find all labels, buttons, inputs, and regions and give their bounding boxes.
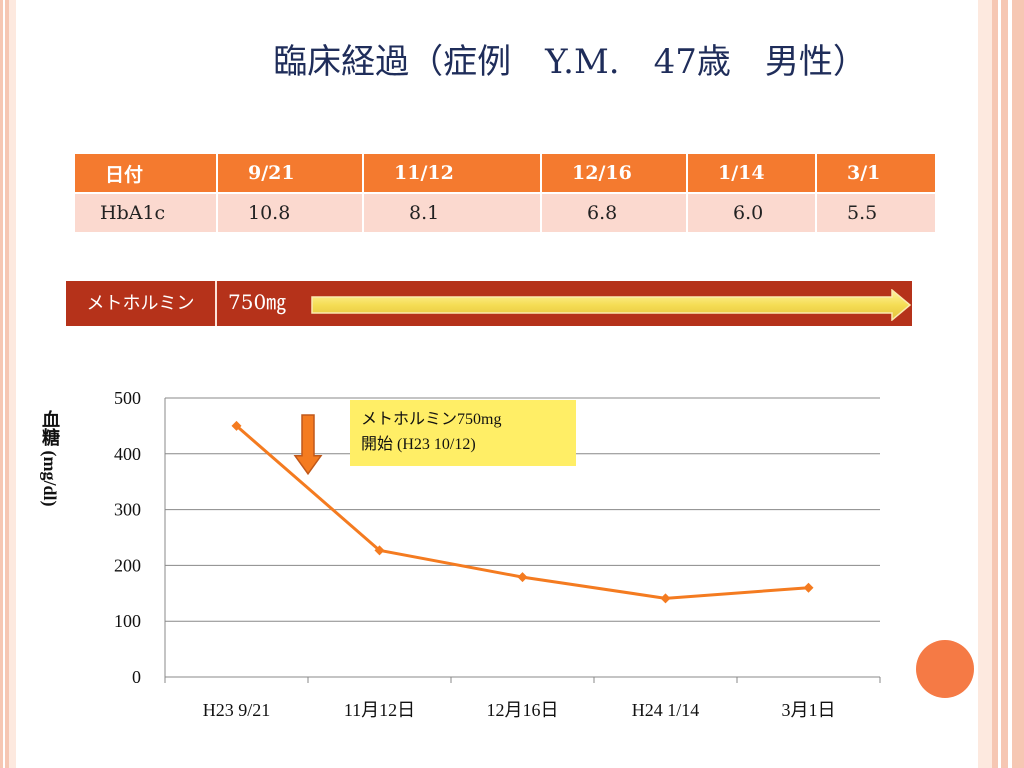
y-axis-label: 血糖 (mg/dl) [39, 409, 60, 507]
medication-dose: 750㎎ [228, 290, 287, 314]
y-tick-label: 0 [132, 667, 141, 687]
table-cell: 5.5 [815, 192, 937, 234]
start-down-arrow-icon [293, 414, 323, 476]
start-callout: メトホルミン750mg 開始 (H23 10/12) [350, 400, 576, 466]
x-tick-label: 11月12日 [344, 700, 415, 720]
data-point [231, 420, 242, 431]
table-header-cell: 日付 [73, 152, 218, 194]
x-tick-label: H24 1/14 [632, 700, 700, 720]
x-tick-label: 3月1日 [782, 700, 836, 720]
x-tick-label: 12月16日 [487, 700, 559, 720]
callout-line-2: 開始 (H23 10/12) [361, 435, 476, 453]
y-tick-label: 400 [114, 444, 141, 464]
table-header-cell: 3/1 [815, 152, 937, 194]
data-point [517, 572, 528, 583]
table-row: HbA1c 10.8 8.1 6.8 6.0 5.5 [73, 192, 937, 234]
table-cell: 6.0 [686, 192, 817, 234]
x-tick-labels: H23 9/21 11月12日 12月16日 H24 1/14 3月1日 [164, 677, 881, 720]
left-border-decoration [0, 0, 16, 768]
callout-line-1: メトホルミン750mg [361, 411, 501, 428]
y-tick-label: 100 [114, 611, 141, 631]
table-header-cell: 9/21 [216, 152, 364, 194]
hba1c-table: 日付 9/21 11/12 12/16 1/14 3/1 HbA1c 10.8 … [73, 152, 937, 234]
table-header-cell: 12/16 [540, 152, 688, 194]
y-axis-title: 血糖 (mg/dl) [39, 409, 60, 507]
data-point [803, 582, 814, 593]
decorative-circle [916, 640, 974, 698]
table-header-cell: 11/12 [362, 152, 542, 194]
duration-arrow-icon [311, 289, 912, 321]
data-point [374, 545, 385, 556]
right-border-decoration [978, 0, 1024, 768]
y-tick-label: 300 [114, 500, 141, 520]
y-tick-labels: 0 100 200 300 400 500 [114, 388, 141, 687]
table-header-cell: 1/14 [686, 152, 817, 194]
x-tick-label: H23 9/21 [203, 700, 271, 720]
table-header-row: 日付 9/21 11/12 12/16 1/14 3/1 [73, 152, 937, 194]
medication-name: メトホルミン [66, 281, 217, 326]
slide-title: 臨床経過（症例 Y.M. 47歳 男性） [273, 42, 867, 82]
table-cell: 6.8 [540, 192, 688, 234]
y-tick-label: 200 [114, 555, 141, 575]
chart-gridlines [165, 397, 880, 622]
medication-bar: メトホルミン 750㎎ [66, 281, 912, 326]
blood-glucose-chart: 0 100 200 300 400 500 H23 9/21 11月12日 12月16日 H24… [114, 388, 881, 720]
table-cell: 10.8 [216, 192, 364, 234]
glucose-data-points [231, 420, 814, 604]
y-tick-label: 500 [114, 388, 141, 408]
table-cell: 8.1 [362, 192, 542, 234]
data-point [660, 593, 671, 604]
table-row-label: HbA1c [73, 192, 218, 234]
